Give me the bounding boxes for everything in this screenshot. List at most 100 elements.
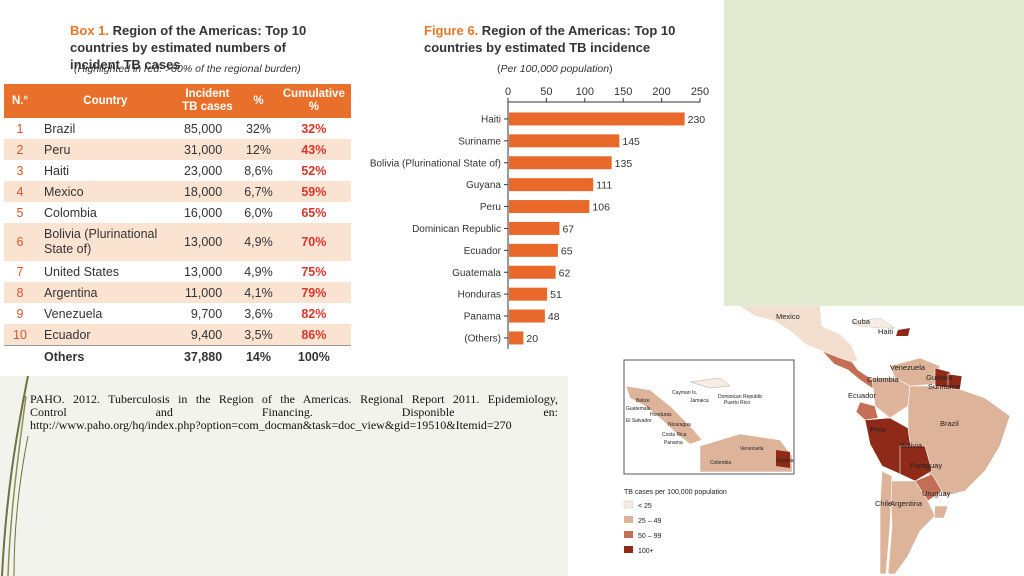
table-row: 4 Mexico 18,000 6,7% 59%: [4, 181, 351, 202]
bar: [509, 134, 620, 148]
data-label: 230: [688, 114, 706, 126]
map-ecuador: [855, 401, 879, 421]
map-label-peru: Peru: [870, 425, 886, 434]
table-row-others: Others 37,880 14% 100%: [4, 345, 351, 367]
inset-label-panama: Panama: [664, 440, 683, 446]
category-label: Guatemala: [452, 268, 501, 279]
data-label: 20: [526, 333, 538, 345]
table-row: 8 Argentina 11,000 4,1% 79%: [4, 282, 351, 303]
bar: [509, 178, 594, 192]
x-tick-label: 0: [505, 86, 511, 98]
box1-label: Box 1.: [70, 23, 110, 38]
table-row: 1 Brazil 85,000 32% 32%: [4, 118, 351, 139]
inset-label-belize: Belize: [636, 398, 650, 404]
bar: [509, 331, 524, 345]
legend-label-1: < 25: [638, 503, 652, 510]
figure6-title-text: Region of the Americas: Top 10 countries…: [424, 23, 676, 55]
category-label: Dominican Republic: [412, 224, 501, 235]
bar: [509, 287, 548, 301]
box1-title-text: Region of the Americas: Top 10 countries…: [70, 23, 307, 72]
category-label: Bolivia (Plurinational State of): [370, 158, 501, 169]
map-label-bolivia: Bolivia: [900, 441, 923, 450]
inset-guyana: [776, 450, 790, 468]
category-label: Guyana: [466, 180, 501, 191]
inset-label-guyana: Guyana: [776, 458, 794, 464]
bar: [509, 112, 685, 126]
data-label: 67: [562, 223, 574, 235]
map-legend-title: TB cases per 100,000 population: [624, 489, 727, 496]
bar: [509, 221, 560, 235]
legend-swatch-1: [623, 500, 634, 509]
map-colombia: [871, 377, 911, 419]
data-label: 106: [592, 202, 610, 214]
leaf-decoration-icon: [1, 376, 29, 576]
data-label: 145: [622, 136, 640, 148]
tb-incidence-map: Mexico Cuba Haiti Venezuela Guyana Surin…: [623, 306, 1011, 575]
inset-label-nicaragua: Nicaragua: [668, 422, 691, 428]
map-label-haiti: Haiti: [878, 327, 893, 336]
map-uruguay: [933, 505, 949, 519]
map-argentina: [887, 480, 936, 575]
inset-label-puerto-rico: Puerto Rico: [724, 400, 750, 406]
table-row: 7 United States 13,000 4,9% 75%: [4, 261, 351, 282]
x-tick-label: 50: [540, 86, 552, 98]
background-strip: [0, 376, 568, 576]
table-row: 5 Colombia 16,000 6,0% 65%: [4, 202, 351, 223]
citation-text: PAHO. 2012. Tuberculosis in the Region o…: [30, 393, 558, 432]
category-label: Panama: [464, 312, 502, 323]
category-label: (Others): [464, 333, 501, 344]
legend-swatch-4: [624, 546, 633, 553]
inset-label-venezuela: Venezuela: [740, 446, 764, 452]
inset-label-guatemala: Guatemala: [626, 406, 651, 412]
bar: [509, 309, 545, 323]
category-label: Haiti: [481, 114, 501, 125]
table-row: 6 Bolivia (Plurinational State of) 13,000 4,…: [4, 223, 351, 261]
map-label-mexico: Mexico: [776, 312, 800, 321]
map-label-paraguay: Paraguay: [910, 461, 942, 470]
data-label: 51: [550, 289, 562, 301]
legend-swatch-3: [624, 531, 633, 538]
inset-label-el-salvador: El Salvador: [626, 418, 652, 424]
map-haiti: [896, 328, 910, 336]
citation-line-1: PAHO. 2012. Tuberculosis in the Region o…: [30, 392, 558, 406]
header-country: Country: [36, 84, 175, 118]
map-label-argentina: Argentina: [890, 499, 923, 508]
table-row: 2 Peru 31,000 12% 43%: [4, 139, 351, 160]
inset-label-colombia: Colombia: [710, 460, 731, 466]
map-label-ecuador: Ecuador: [848, 391, 876, 400]
inset-label-jamaica: Jamaica: [690, 398, 709, 404]
bar: [509, 156, 612, 170]
data-label: 135: [615, 158, 633, 170]
box1-title: Box 1. Region of the Americas: Top 10 co…: [70, 22, 330, 73]
header-cases: Incident TB cases: [174, 84, 241, 118]
figure6-title: Figure 6. Region of the Americas: Top 10…: [424, 22, 724, 56]
map-cuba: [851, 317, 896, 329]
inset-central-america: [625, 385, 703, 445]
header-pct: %: [240, 84, 277, 118]
map-bolivia: [899, 445, 933, 482]
category-label: Honduras: [458, 290, 501, 301]
box1-subtitle: (Highlighted in red: >80% of the regiona…: [74, 63, 301, 75]
legend-swatch-2: [624, 516, 633, 523]
legend-label-3: 50 – 99: [638, 533, 661, 540]
header-cum: Cumulative%: [276, 84, 351, 118]
category-label: Ecuador: [464, 246, 502, 257]
x-tick-label: 250: [691, 86, 709, 98]
x-tick-label: 150: [614, 86, 632, 98]
data-label: 48: [548, 311, 560, 323]
map-label-cuba: Cuba: [852, 317, 871, 326]
map-label-colombia: Colombia: [867, 375, 900, 384]
figure6-subtitle: (Per 100,000 population): [497, 63, 613, 75]
inset-label-dominican-republic: Dominican Republic: [718, 394, 763, 400]
tb-cases-table: N.° Country Incident TB cases % Cumulativ…: [4, 84, 351, 367]
map-brazil: [907, 385, 1011, 497]
category-label: Suriname: [458, 136, 501, 147]
citation-url: http://www.paho.org/hq/index.php?option=…: [30, 418, 512, 432]
inset-south: [699, 433, 793, 473]
table-header-row: N.° Country Incident TB cases % Cumulativ…: [4, 84, 351, 118]
header-no: N.°: [4, 84, 36, 118]
table-row: 9 Venezuela 9,700 3,6% 82%: [4, 303, 351, 324]
background-panel: [724, 0, 1024, 306]
x-tick-label: 100: [576, 86, 594, 98]
map-label-guyana: Guyana: [926, 373, 953, 382]
